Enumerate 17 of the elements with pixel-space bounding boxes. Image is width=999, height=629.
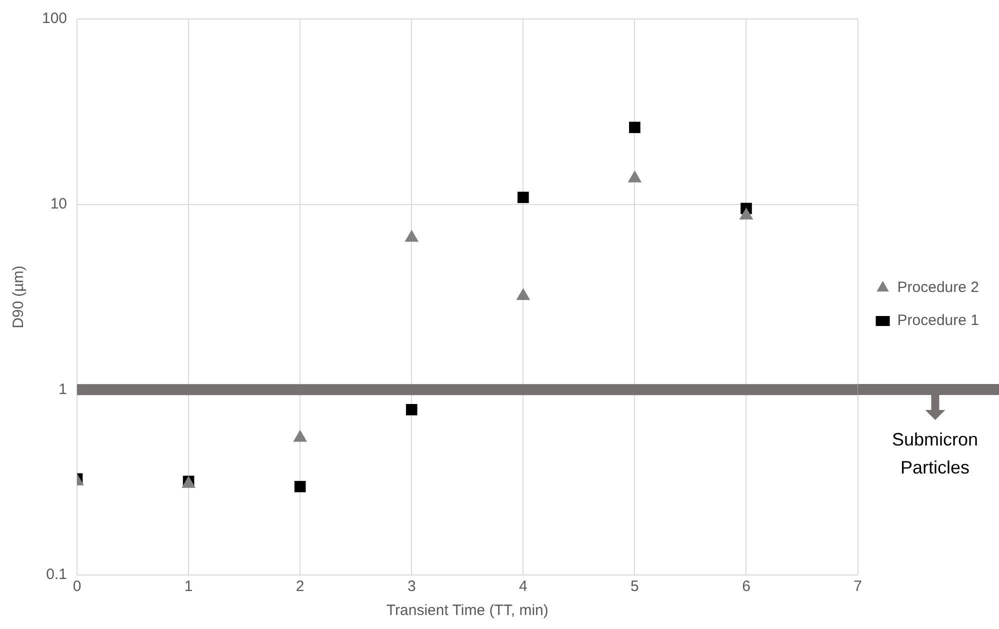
ref-line-label: Submicron Particles — [892, 430, 978, 478]
legend-label: Procedure 1 — [897, 312, 979, 330]
x-tick-label: 2 — [296, 578, 304, 596]
y-axis-title: D90 (µm) — [10, 266, 28, 328]
y-tick-label: 10 — [50, 195, 68, 212]
x-tick-label: 0 — [72, 578, 82, 596]
y-tick-label: 1 — [58, 380, 68, 398]
x-tick-label: 1 — [184, 578, 193, 596]
x-tick-label: 3 — [407, 578, 416, 596]
x-axis-title: Transient Time (TT, min) — [386, 602, 548, 619]
legend-label: Procedure 2 — [897, 279, 979, 296]
y-tick-label: 100 — [42, 10, 68, 28]
x-tick-label: 7 — [854, 578, 862, 596]
x-tick-label: 6 — [742, 578, 750, 596]
x-tick-label: 4 — [519, 578, 528, 596]
x-tick-label: 5 — [630, 578, 639, 596]
y-tick-label: 0.1 — [46, 566, 68, 584]
